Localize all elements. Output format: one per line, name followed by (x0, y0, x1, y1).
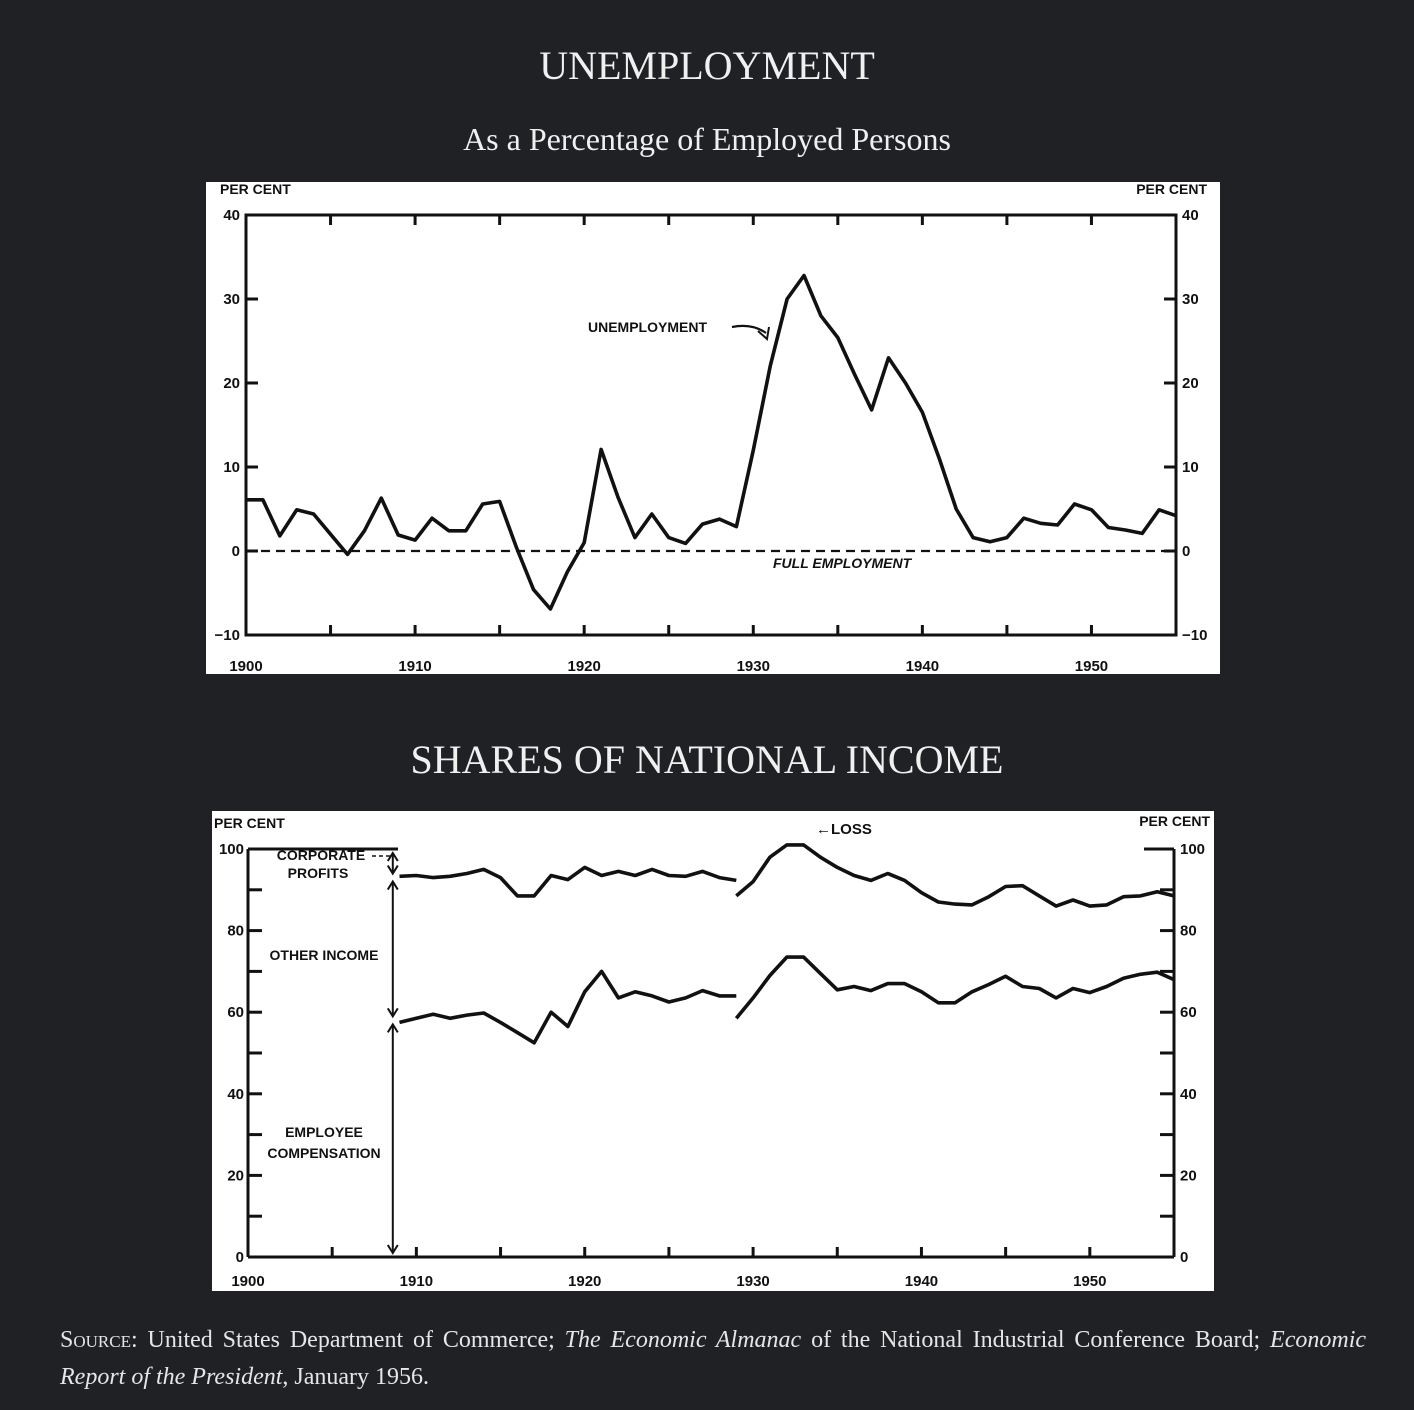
y-axis-unit-label-right: PER CENT (1139, 813, 1210, 829)
corporate-profits-line (735, 843, 1175, 908)
annotation-arrow-icon (731, 324, 767, 334)
x-tick-label: 1920 (567, 658, 600, 674)
y-tick-label-right: 30 (1182, 291, 1199, 308)
corporate-profits-label-line2: PROFITS (288, 865, 349, 881)
national-income-chart-frame (246, 847, 1176, 1259)
x-tick-label: 1950 (1075, 658, 1108, 674)
y-axis-unit-label-left: PER CENT (214, 815, 285, 831)
x-tick-label: 1900 (229, 658, 262, 674)
y-tick-label-right: 20 (1182, 375, 1199, 392)
y-tick-label-right: 0 (1180, 1249, 1188, 1266)
y-tick-label-right: −10 (1182, 627, 1207, 644)
unemployment-line (246, 273, 1177, 611)
y-tick-label-right: 60 (1180, 1004, 1197, 1021)
y-tick-label-left: 0 (236, 1249, 244, 1266)
arrow-up-icon (386, 851, 399, 862)
y-tick-label-left: 30 (223, 291, 240, 308)
chart-title-unemployment: UNEMPLOYMENT (539, 43, 875, 88)
arrow-down-icon (386, 1007, 399, 1019)
y-axis-unit-label-left: PER CENT (220, 182, 291, 197)
y-tick-label-left: 60 (227, 1004, 244, 1021)
employee-compensation-line (399, 969, 737, 1045)
x-tick-label: 1900 (231, 1273, 264, 1290)
unemployment-annotation: UNEMPLOYMENT (588, 319, 707, 335)
y-tick-label-right: 0 (1182, 543, 1190, 560)
arrow-down-icon (386, 1244, 399, 1255)
unemployment-chart: 1900 1910 1920 1930 1940 1950 −10 −10 0 0 10 10 20 20… (215, 182, 1208, 674)
corporate-profits-label: CORPORATE (277, 847, 365, 863)
arrow-up-icon (386, 1022, 399, 1033)
y-tick-label-left: 40 (223, 207, 240, 224)
x-tick-label: 1930 (737, 658, 770, 674)
employee-compensation-line (734, 955, 1175, 1020)
y-tick-label-left: −10 (215, 627, 240, 644)
y-tick-label-left: 40 (227, 1086, 244, 1103)
x-tick-label: 1910 (398, 658, 431, 674)
y-tick-label-left: 20 (227, 1167, 244, 1184)
loss-annotation: ←LOSS (816, 821, 872, 838)
full-employment-label: FULL EMPLOYMENT (773, 555, 913, 571)
y-tick-label-right: 40 (1180, 1086, 1197, 1103)
y-tick-label-right: 10 (1182, 459, 1199, 476)
arrow-up-icon (386, 879, 399, 891)
source-text-3: , January 1956. (282, 1364, 430, 1390)
y-tick-label-right: 80 (1180, 923, 1197, 940)
chart-title-national-income: SHARES OF NATIONAL INCOME (410, 737, 1004, 782)
x-tick-label: 1940 (905, 1273, 938, 1290)
y-axis-unit-label-right: PER CENT (1136, 182, 1207, 197)
x-tick-label: 1930 (736, 1273, 769, 1290)
band-brackets (386, 851, 399, 1255)
unemployment-chart-frame (244, 213, 1178, 637)
y-tick-label-right: 20 (1180, 1167, 1197, 1184)
y-tick-label-left: 10 (223, 459, 240, 476)
annotation-arrowhead-icon (757, 326, 770, 341)
source-text-2: of the National Industrial Conference Bo… (801, 1327, 1271, 1353)
corporate-profits-line (399, 865, 737, 898)
y-tick-label-left: 20 (223, 375, 240, 392)
source-italic-2: Economic Report of the President (60, 1327, 1367, 1390)
source-italic-1: The Economic Almanac (564, 1327, 802, 1353)
chart-subtitle-unemployment: As a Percentage of Employed Persons (463, 121, 951, 157)
y-tick-label-left: 100 (219, 841, 244, 858)
arrow-down-icon (386, 865, 399, 876)
unemployment-chart-panel: 1900 1910 1920 1930 1940 1950 −10 −10 0 0 10 10 20 20… (206, 182, 1220, 674)
y-tick-label-right: 100 (1180, 841, 1205, 858)
source-note: Source: United States Department of Comm… (60, 1322, 1366, 1396)
employee-compensation-label-line2: COMPENSATION (267, 1145, 380, 1161)
other-income-label: OTHER INCOME (270, 947, 379, 963)
y-tick-label-right: 40 (1182, 207, 1199, 224)
national-income-chart-panel: 1900 1910 1920 1930 1940 1950 0 0 20 20 40 40 60 60 80… (212, 811, 1214, 1291)
y-tick-label-left: 0 (232, 543, 240, 560)
national-income-chart: 1900 1910 1920 1930 1940 1950 0 0 20 20 40 40 60 60 80… (214, 813, 1210, 1290)
y-tick-label-left: 80 (227, 923, 244, 940)
source-text-1: : United States Department of Commerce; (130, 1327, 565, 1353)
employee-compensation-label: EMPLOYEE (285, 1124, 363, 1140)
x-tick-label: 1950 (1073, 1273, 1106, 1290)
x-tick-label: 1920 (568, 1273, 601, 1290)
source-label: Source (60, 1327, 131, 1353)
x-tick-label: 1940 (906, 658, 939, 674)
x-tick-label: 1910 (400, 1273, 433, 1290)
